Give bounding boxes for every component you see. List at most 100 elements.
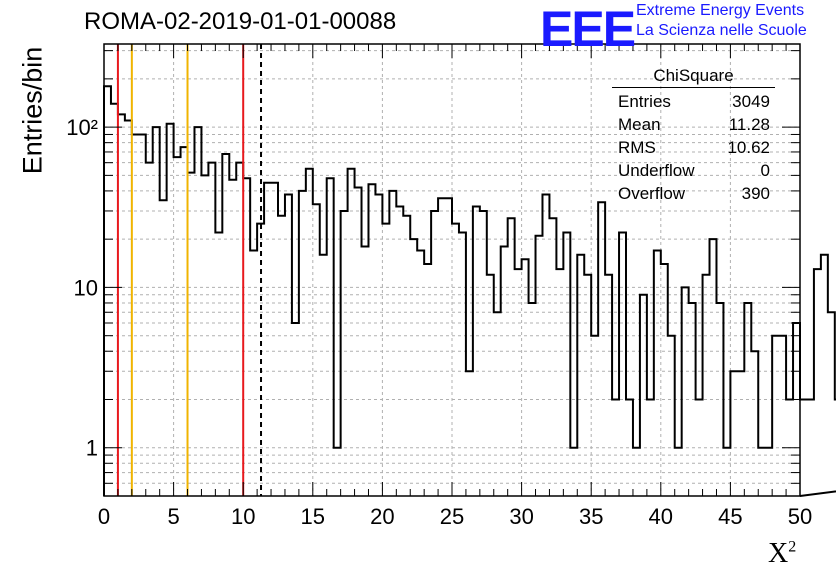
histogram-bin [236, 163, 243, 496]
histogram-bin [793, 323, 800, 496]
x-axis-label: X2 [768, 538, 797, 569]
x-tick-label: 50 [788, 504, 812, 529]
logo-line1: Extreme Energy Events [636, 2, 805, 19]
histogram-bin [368, 184, 375, 496]
x-tick-label: 0 [98, 504, 110, 529]
histogram-bin [341, 211, 348, 496]
histogram-bin [160, 200, 167, 496]
histogram-bin [633, 448, 640, 496]
histogram-bin [445, 198, 452, 496]
histogram-bin [654, 250, 661, 496]
histogram-bin [563, 233, 570, 496]
histogram-bin [668, 336, 675, 496]
histogram-bin [167, 124, 174, 496]
histogram-bin [501, 247, 508, 496]
histogram-bin [682, 287, 689, 496]
histogram-bin [125, 120, 132, 496]
histogram-bin [278, 216, 285, 496]
histogram-bin [751, 351, 758, 496]
histogram-bin [382, 224, 389, 496]
histogram-bin [661, 264, 668, 496]
histogram-bin [424, 264, 431, 496]
x-tick-label: 10 [231, 504, 255, 529]
histogram-bin [208, 163, 215, 496]
stats-row-mean: Mean 11.28 [612, 113, 775, 136]
x-tick-label: 5 [167, 504, 179, 529]
histogram-bin [104, 86, 111, 496]
histogram-bin [188, 173, 195, 496]
histogram-bin [508, 218, 515, 496]
histogram-bin [174, 157, 181, 496]
histogram-bin [466, 371, 473, 496]
y-axis-label: Entries/bin [17, 46, 48, 175]
histogram-bin [605, 275, 612, 496]
y-tick-label: 1 [86, 436, 98, 461]
histogram-bin [194, 127, 201, 496]
histogram-bin [215, 233, 222, 496]
histogram-bin [814, 269, 821, 496]
x-tick-label: 20 [370, 504, 394, 529]
histogram-bin [327, 178, 334, 496]
histogram-bin [570, 448, 577, 496]
stats-row-rms: RMS 10.62 [612, 136, 775, 159]
stats-value: 0 [760, 161, 770, 180]
histogram-bin [292, 323, 299, 496]
histogram-bin [689, 303, 696, 496]
y-tick-label: 10² [66, 115, 98, 140]
histogram-bin [181, 147, 188, 496]
stats-key: Underflow [618, 161, 695, 180]
histogram-bin [779, 336, 786, 496]
stats-box: ChiSquare Entries 3049 Mean 11.28 RMS 10.62… [612, 66, 775, 205]
histogram-bin [577, 255, 584, 496]
histogram-bin [737, 371, 744, 496]
histogram-bin [515, 269, 522, 496]
histogram-bin [355, 188, 362, 496]
histogram-bin [723, 448, 730, 496]
chart-title: ROMA-02-2019-01-01-00088 [84, 8, 397, 35]
histogram-bin [480, 211, 487, 496]
histogram-bin [153, 127, 160, 496]
histogram-bin [772, 336, 779, 496]
histogram-bin [612, 399, 619, 496]
x-tick-label: 25 [440, 504, 464, 529]
histogram-bin [396, 206, 403, 496]
histogram-bin [132, 134, 139, 496]
eee-logo: EEE [540, 1, 636, 57]
stats-key: Overflow [618, 184, 686, 203]
histogram-bin [313, 204, 320, 496]
histogram-bin [821, 255, 828, 496]
histogram-bin [271, 183, 278, 496]
stats-value: 390 [741, 184, 770, 203]
histogram-bin [375, 194, 382, 496]
stats-value: 10.62 [727, 138, 770, 157]
x-tick-label: 30 [509, 504, 533, 529]
x-tick-label: 45 [718, 504, 742, 529]
stats-name: ChiSquare [612, 66, 775, 88]
histogram-bin [647, 399, 654, 496]
histogram-bin [556, 269, 563, 496]
stats-key: Entries [618, 92, 671, 111]
histogram-bin [320, 255, 327, 496]
histogram-bin [362, 247, 369, 496]
x-tick-label: 35 [579, 504, 603, 529]
histogram-bin [542, 194, 549, 496]
histogram-bin [765, 448, 772, 496]
histogram-bin [487, 275, 494, 496]
stats-row-underflow: Underflow 0 [612, 159, 775, 182]
histogram-bin [758, 448, 765, 496]
histogram-bin [348, 169, 355, 496]
histogram-bin [619, 233, 626, 496]
histogram-bin [626, 399, 633, 496]
histogram-bin [139, 134, 146, 496]
histogram-bin [473, 206, 480, 496]
histogram-bin [410, 239, 417, 496]
histogram-bin [522, 259, 529, 496]
histogram-bin [584, 275, 591, 496]
histogram-bin [828, 312, 835, 496]
histogram-bin [459, 233, 466, 496]
histogram-bin [264, 183, 271, 496]
histogram-bin [417, 250, 424, 496]
histogram-bin [549, 218, 556, 496]
histogram-bin [529, 303, 536, 496]
